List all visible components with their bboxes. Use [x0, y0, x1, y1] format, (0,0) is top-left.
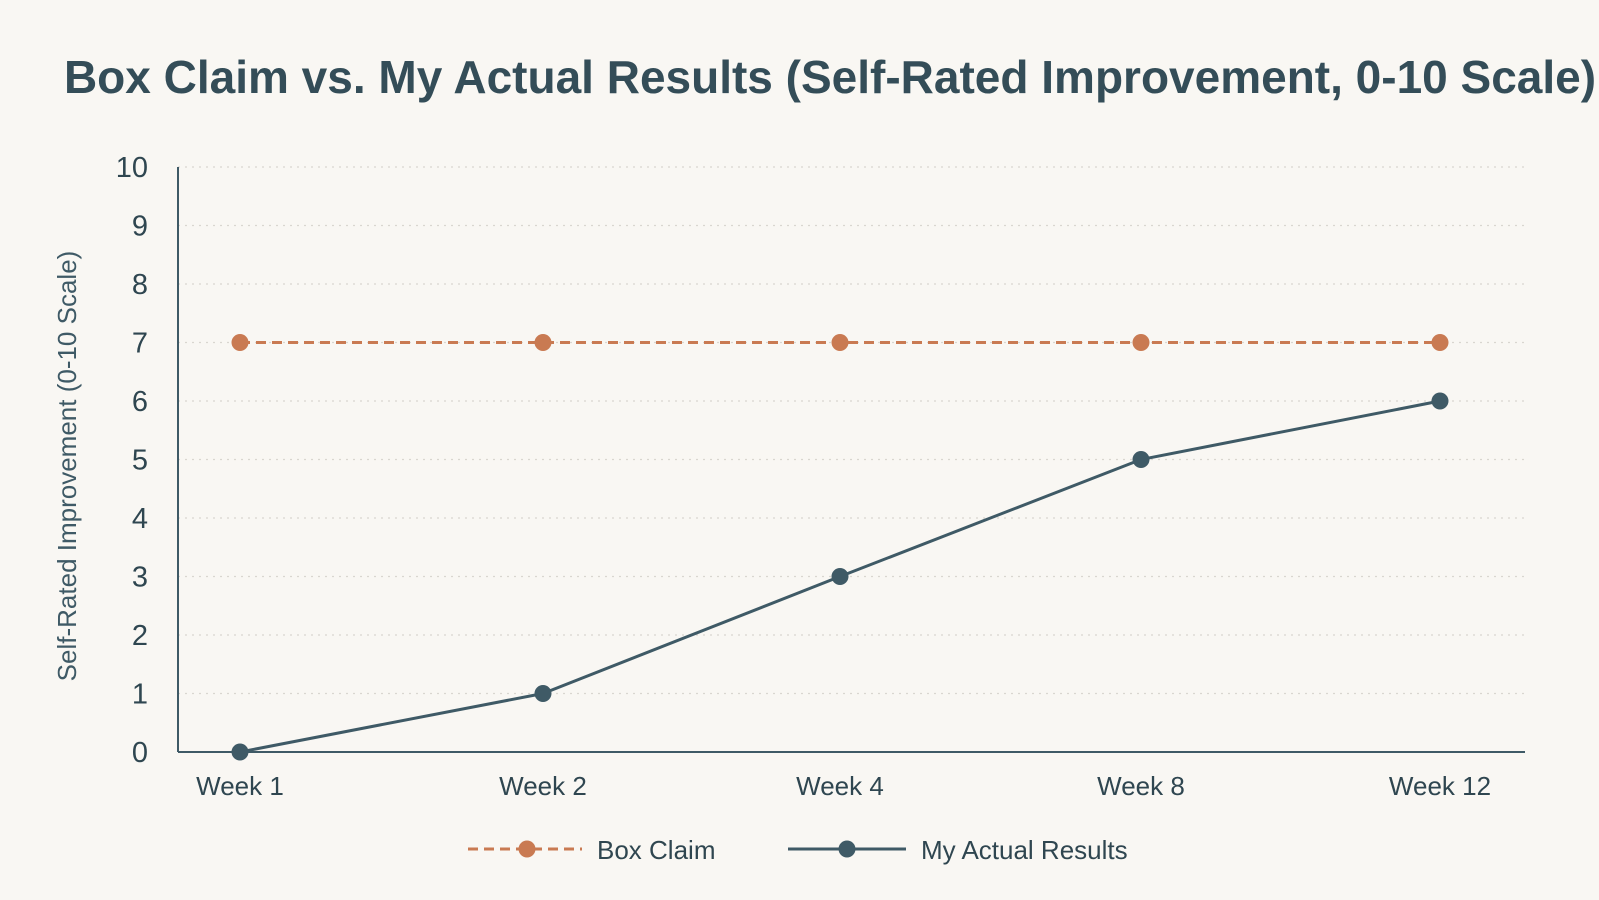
x-tick-label: Week 2	[499, 771, 587, 801]
y-tick-label: 7	[132, 328, 148, 360]
legend-swatch-marker	[518, 840, 536, 858]
series-group	[231, 334, 1449, 761]
chart-title: Box Claim vs. My Actual Results (Self-Ra…	[64, 51, 1596, 103]
data-point	[1431, 392, 1449, 410]
series-0	[231, 334, 1449, 351]
y-tick-labels: 0 1 2 3 4 5 6 7 8 9 10	[116, 152, 148, 769]
data-point	[534, 334, 552, 351]
legend-item: Box Claim	[468, 835, 715, 865]
data-point	[534, 685, 552, 702]
legend: Box Claim My Actual Results	[468, 835, 1128, 865]
y-tick-label: 1	[132, 679, 148, 711]
series-1	[231, 392, 1449, 761]
y-tick-label: 0	[132, 737, 148, 769]
y-tick-label: 10	[116, 152, 148, 184]
x-tick-label: Week 8	[1097, 771, 1185, 801]
x-tick-label: Week 1	[196, 771, 284, 801]
y-tick-label: 3	[132, 562, 148, 594]
x-tick-labels: Week 1 Week 2 Week 4 Week 8 Week 12	[196, 771, 1491, 801]
x-tick-label: Week 12	[1389, 771, 1491, 801]
y-tick-label: 2	[132, 620, 148, 652]
data-point	[1132, 334, 1150, 351]
gridlines	[178, 166, 1525, 695]
x-tick-label: Week 4	[796, 771, 884, 801]
legend-item: My Actual Results	[788, 835, 1128, 865]
data-point	[1132, 451, 1150, 468]
data-point	[831, 334, 849, 351]
data-point	[831, 568, 849, 585]
data-point	[1431, 334, 1449, 351]
axes	[177, 167, 1525, 753]
legend-swatch-marker	[838, 840, 856, 858]
y-tick-label: 8	[132, 269, 148, 301]
y-tick-label: 9	[132, 211, 148, 243]
legend-label: Box Claim	[597, 835, 715, 865]
y-tick-label: 4	[132, 503, 148, 535]
y-tick-label: 6	[132, 386, 148, 418]
data-point	[231, 743, 249, 761]
legend-label: My Actual Results	[921, 835, 1128, 865]
data-point	[231, 334, 249, 351]
y-tick-label: 5	[132, 445, 148, 477]
y-axis-label: Self-Rated Improvement (0-10 Scale)	[52, 251, 82, 682]
